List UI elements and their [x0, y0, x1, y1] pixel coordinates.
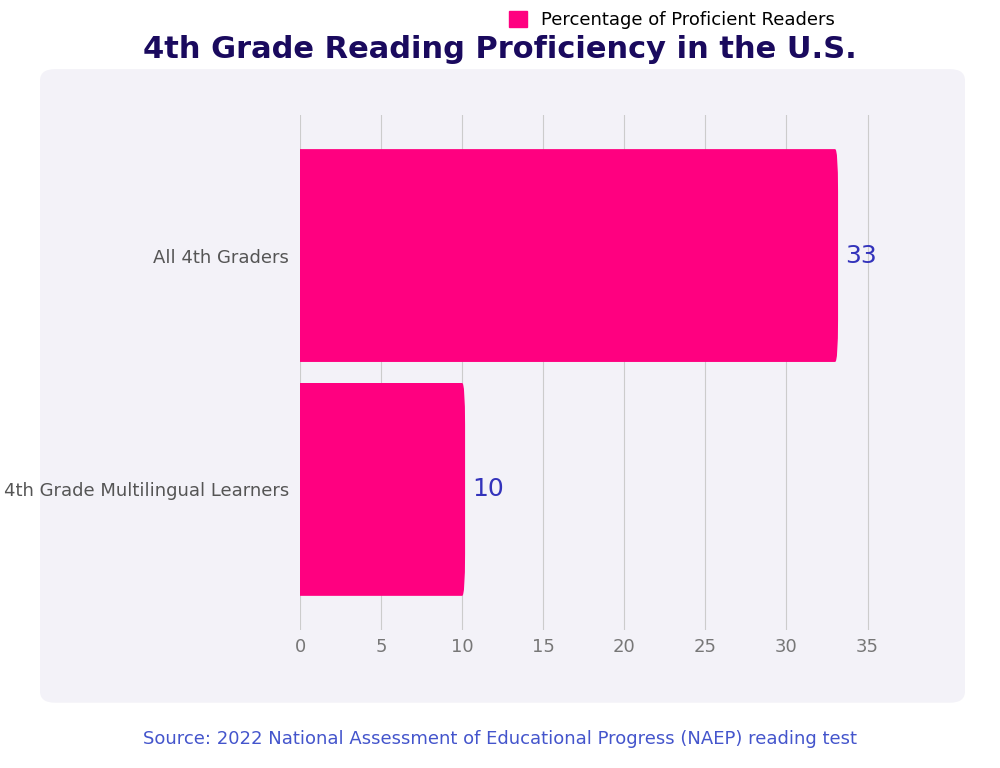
Bar — [300, 191, 835, 319]
FancyBboxPatch shape — [297, 149, 838, 362]
FancyBboxPatch shape — [40, 69, 965, 703]
Text: 4th Grade Reading Proficiency in the U.S.: 4th Grade Reading Proficiency in the U.S… — [143, 35, 857, 65]
Legend: Percentage of Proficient Readers: Percentage of Proficient Readers — [509, 11, 835, 29]
Bar — [300, 425, 462, 554]
Text: Source: 2022 National Assessment of Educational Progress (NAEP) reading test: Source: 2022 National Assessment of Educ… — [143, 730, 857, 748]
FancyBboxPatch shape — [297, 383, 465, 596]
Text: 10: 10 — [472, 478, 504, 502]
Text: 33: 33 — [845, 243, 877, 267]
